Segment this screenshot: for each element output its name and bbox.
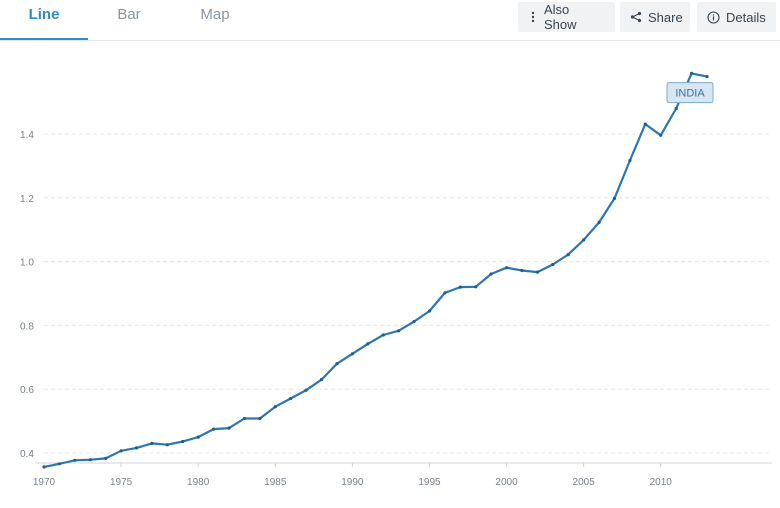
details-label: Details — [726, 9, 766, 25]
data-point — [57, 462, 62, 466]
x-tick-label: 1980 — [187, 477, 210, 488]
data-point — [242, 416, 246, 421]
series-line — [42, 72, 709, 469]
series-label-box — [666, 82, 714, 104]
data-point — [350, 352, 354, 356]
data-point — [381, 333, 385, 337]
data-point — [659, 133, 663, 137]
also-show-label: Also Show — [544, 2, 577, 32]
data-point — [427, 309, 432, 313]
data-point — [643, 122, 647, 126]
grid-layer — [44, 133, 772, 454]
data-point — [273, 405, 277, 409]
data-point — [196, 435, 200, 439]
data-point — [566, 253, 570, 257]
axis-layer: 0.4 0.6 0.8 1.0 1.2 1.4 1970 1975 1980 1985 1990 19… — [20, 130, 772, 488]
data-point — [412, 320, 416, 324]
tab-bar[interactable]: Bar — [117, 6, 141, 23]
data-point — [227, 426, 231, 430]
series-layer — [42, 71, 709, 469]
data-point — [335, 362, 339, 366]
data-point — [366, 342, 370, 346]
data-point — [212, 427, 216, 431]
data-point — [119, 449, 123, 453]
data-point — [705, 75, 709, 79]
x-tick-label: 1995 — [418, 477, 441, 488]
share-button[interactable]: Share — [620, 2, 690, 32]
data-point — [520, 268, 524, 273]
data-point — [597, 220, 601, 224]
vertical-dots-icon — [528, 11, 538, 23]
data-point — [88, 458, 92, 462]
y-tick-label: 1.2 — [20, 194, 34, 205]
tab-map[interactable]: Map — [200, 6, 230, 23]
x-tick-label: 2005 — [573, 477, 596, 488]
data-point — [73, 458, 77, 462]
x-tick-label: 2010 — [650, 477, 673, 488]
details-button[interactable]: Details — [697, 2, 776, 32]
data-point — [458, 285, 462, 289]
data-point — [474, 285, 478, 289]
data-point — [690, 71, 694, 75]
data-point — [304, 388, 308, 392]
also-show-button[interactable]: Also Show — [518, 2, 615, 32]
data-point — [582, 238, 586, 242]
data-point — [289, 396, 293, 401]
tab-line[interactable]: Line — [0, 0, 88, 40]
data-point — [489, 272, 493, 276]
data-point — [535, 270, 540, 274]
data-point — [165, 443, 169, 447]
label-layer: INDIA — [666, 82, 714, 104]
data-point — [104, 456, 108, 460]
y-tick-label: 0.8 — [20, 321, 34, 332]
data-point — [551, 262, 555, 267]
data-point — [181, 439, 185, 444]
share-label: Share — [648, 9, 683, 25]
data-point — [319, 378, 324, 382]
y-tick-label: 1.4 — [20, 130, 34, 141]
y-tick-label: 1.0 — [20, 258, 34, 269]
series-label: INDIA — [675, 88, 705, 100]
data-point — [674, 106, 678, 111]
data-point — [505, 266, 509, 270]
data-point — [258, 416, 262, 421]
data-point — [134, 446, 139, 450]
x-tick-label: 2000 — [495, 477, 518, 488]
data-point — [628, 158, 632, 163]
share-icon — [630, 11, 642, 23]
x-tick-label: 1990 — [341, 477, 364, 488]
data-point — [150, 441, 154, 445]
data-point — [612, 196, 617, 200]
y-tick-label: 0.4 — [20, 449, 34, 460]
chart-toolbar: Line Bar Map Also Show Share Details — [0, 0, 780, 41]
y-tick-label: 0.6 — [20, 385, 34, 396]
x-tick-label: 1985 — [264, 477, 287, 488]
info-icon — [707, 10, 720, 24]
x-tick-label: 1970 — [33, 477, 56, 488]
data-point — [443, 291, 447, 295]
x-tick-label: 1975 — [110, 477, 133, 488]
data-point — [397, 329, 401, 333]
data-point — [42, 465, 46, 469]
